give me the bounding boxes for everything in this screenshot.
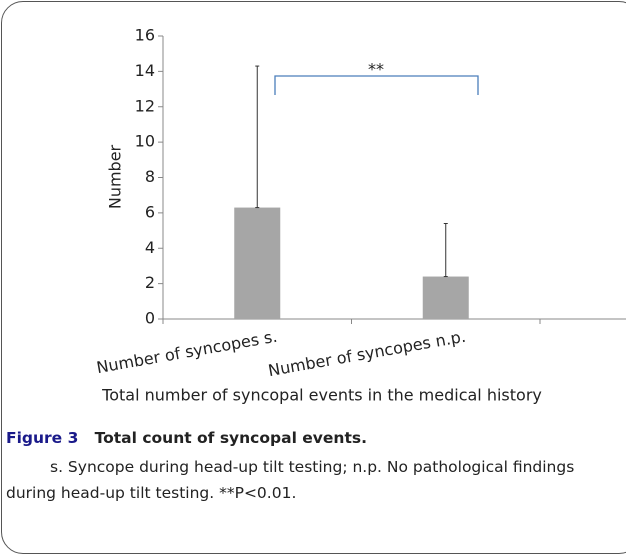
caption-title: Total count of syncopal events. [94,429,367,447]
y-tick-label: 8 [145,167,155,186]
y-tick-label: 0 [145,309,155,328]
caption-label: Figure 3 [6,429,79,447]
y-tick-label: 12 [135,96,155,115]
y-tick-label: 4 [145,238,155,257]
x-tick-label: Number of syncopes n.p. [267,327,468,380]
y-axis-label: Number [106,144,125,209]
annotation: ** [368,60,384,79]
y-tick-label: 2 [145,273,155,292]
y-tick-label: 16 [135,26,155,45]
significance-bracket [274,75,479,95]
bar [234,207,281,319]
x-axis-label: Total number of syncopal events in the m… [101,386,542,405]
chart: ** Number Total number of syncopal event… [95,26,626,405]
bar [422,276,469,319]
y-tick-label: 10 [135,132,155,151]
y-tick-label: 6 [145,202,155,221]
note: s. Syncope during head-up tilt testing; … [6,458,575,502]
caption: Figure 3 Total count of syncopal events. [6,425,620,451]
y-tick-label: 14 [135,61,155,80]
x-tick-label: Number of syncopes s. [95,327,279,378]
